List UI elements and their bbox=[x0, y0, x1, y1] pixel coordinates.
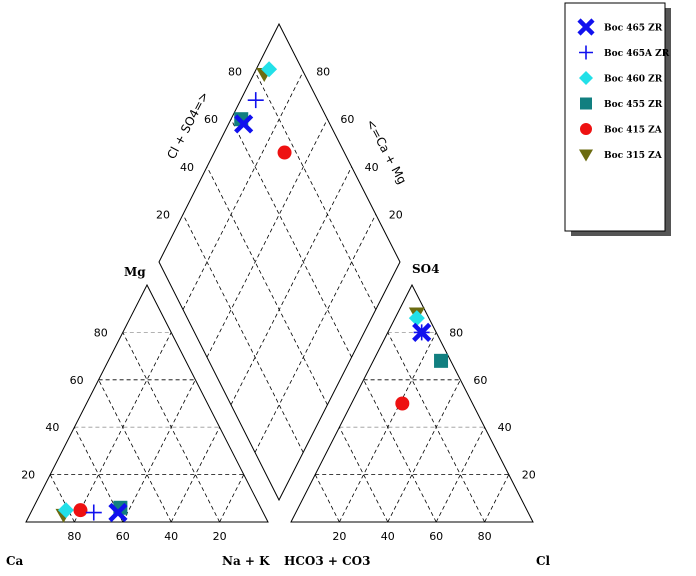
diamond-point bbox=[234, 114, 254, 134]
anion-cl-tick: 20 bbox=[332, 530, 346, 543]
cation-grid-r bbox=[49, 474, 75, 523]
legend-item: Boc 455 ZR bbox=[580, 97, 663, 110]
cation-grid-l bbox=[122, 379, 196, 523]
anion-grid-r bbox=[339, 427, 389, 523]
cation-grid-l bbox=[219, 474, 245, 523]
anion-cl-tick: 60 bbox=[429, 530, 443, 543]
legend-item: Boc 460 ZR bbox=[579, 71, 663, 85]
legend-marker bbox=[579, 45, 593, 60]
series-boc-315-za bbox=[55, 67, 425, 523]
series-boc-465-zr bbox=[108, 114, 432, 523]
cation-point bbox=[108, 502, 128, 523]
cation-mg-tick: 80 bbox=[94, 326, 108, 339]
diamond-grid-a bbox=[254, 214, 377, 453]
diamond-grid-b bbox=[206, 166, 328, 405]
cation-na-k-tick: 60 bbox=[116, 530, 130, 543]
cation-mg-tick: 40 bbox=[45, 421, 59, 434]
cation-grid-l bbox=[170, 427, 220, 523]
legend-label: Boc 460 ZR bbox=[604, 75, 663, 85]
anion-triangle-frame bbox=[290, 283, 534, 523]
legend: Boc 465 ZR Boc 465A ZR Boc 460 ZR Boc 455 Z… bbox=[564, 2, 671, 236]
cation-point bbox=[57, 502, 74, 519]
anion-point bbox=[434, 353, 449, 368]
legend-marker bbox=[577, 18, 595, 36]
cation-na-k-tick: 80 bbox=[67, 530, 81, 543]
cation-point bbox=[85, 504, 102, 521]
anion-so4-tick: 60 bbox=[473, 374, 487, 387]
diamond-grid-b bbox=[182, 214, 304, 453]
diamond-cl-so4-tick: 60 bbox=[204, 113, 218, 126]
legend-marker bbox=[579, 71, 593, 85]
cation-grid-r bbox=[122, 332, 220, 523]
diamond-axis-right-title: <=Ca + Mg bbox=[363, 117, 409, 187]
cation-na-k-tick: 20 bbox=[213, 530, 227, 543]
cation-point bbox=[73, 503, 88, 518]
anion-grid-l bbox=[484, 474, 510, 523]
anion-so4-tick: 20 bbox=[522, 469, 536, 482]
corner-label-ca: Ca bbox=[6, 554, 24, 568]
diamond-grid-a bbox=[182, 71, 304, 310]
legend-items: Boc 465 ZR Boc 465A ZR Boc 460 ZR Boc 455 Z… bbox=[577, 18, 670, 162]
legend-marker bbox=[580, 97, 592, 110]
legend-marker bbox=[579, 149, 593, 162]
corner-label-mg: Mg bbox=[124, 265, 146, 279]
anion-grid-l bbox=[387, 379, 461, 523]
legend-item: Boc 415 ZA bbox=[580, 123, 663, 136]
series-boc-460-zr bbox=[57, 61, 425, 519]
cation-grid-r bbox=[98, 379, 172, 523]
diamond-grid-a bbox=[206, 119, 328, 358]
grid-lines bbox=[49, 71, 510, 523]
legend-item: Boc 465 ZR bbox=[577, 18, 663, 36]
legend-label: Boc 455 ZR bbox=[604, 100, 663, 110]
series-boc-465a-zr bbox=[85, 92, 430, 521]
legend-marker bbox=[580, 123, 592, 135]
corner-label-na-k: Na + K bbox=[222, 554, 270, 568]
diamond-ca-mg-tick: 80 bbox=[316, 66, 330, 79]
diamond-ca-mg-tick: 40 bbox=[365, 161, 379, 174]
legend-label: Boc 315 ZA bbox=[604, 151, 663, 161]
cation-mg-tick: 20 bbox=[21, 469, 35, 482]
legend-box bbox=[564, 2, 666, 232]
anion-point bbox=[408, 310, 425, 327]
diamond-grid-b bbox=[254, 71, 377, 310]
anion-cl-tick: 80 bbox=[478, 530, 492, 543]
anion-so4-tick: 40 bbox=[498, 421, 512, 434]
corner-label-so4: SO4 bbox=[412, 262, 439, 276]
tick-labels: 20 20 40 40 60 60 80 80 20 20 40 40 60 60 80 80 20 20 40 40… bbox=[21, 66, 536, 543]
diamond-point bbox=[247, 92, 264, 109]
diamond-grid-a bbox=[230, 166, 352, 405]
diamond-grid-b bbox=[230, 119, 352, 358]
anion-grid-r bbox=[363, 379, 437, 523]
anion-grid-l bbox=[435, 427, 485, 523]
anion-grid-r bbox=[387, 332, 485, 523]
diamond-cl-so4-tick: 80 bbox=[228, 66, 242, 79]
corner-label-hco3-co3: HCO3 + CO3 bbox=[284, 554, 370, 568]
diamond-ca-mg-tick: 60 bbox=[340, 113, 354, 126]
legend-label: Boc 415 ZA bbox=[604, 126, 663, 136]
legend-label: Boc 465 ZR bbox=[604, 24, 663, 34]
diamond-ca-mg-tick: 20 bbox=[389, 208, 403, 221]
anion-cl-tick: 40 bbox=[381, 530, 395, 543]
series-boc-415-za bbox=[73, 145, 410, 518]
data-points bbox=[55, 61, 449, 523]
corner-label-cl: Cl bbox=[536, 554, 551, 568]
anion-so4-tick: 80 bbox=[449, 326, 463, 339]
legend-label: Boc 465A ZR bbox=[604, 49, 670, 59]
diamond-frame bbox=[158, 22, 401, 502]
anion-point bbox=[413, 324, 430, 341]
cation-na-k-tick: 40 bbox=[164, 530, 178, 543]
legend-item: Boc 465A ZR bbox=[579, 45, 670, 60]
diamond-cl-so4-tick: 40 bbox=[180, 161, 194, 174]
diamond-point bbox=[261, 61, 278, 78]
cation-triangle-frame bbox=[25, 283, 269, 523]
legend-item: Boc 315 ZA bbox=[579, 149, 663, 162]
anion-point bbox=[395, 396, 410, 411]
diagram-frames bbox=[25, 22, 534, 523]
diamond-cl-so4-tick: 20 bbox=[156, 208, 170, 221]
anion-grid-r bbox=[314, 474, 340, 523]
diamond-point bbox=[277, 145, 292, 160]
cation-mg-tick: 60 bbox=[70, 374, 84, 387]
